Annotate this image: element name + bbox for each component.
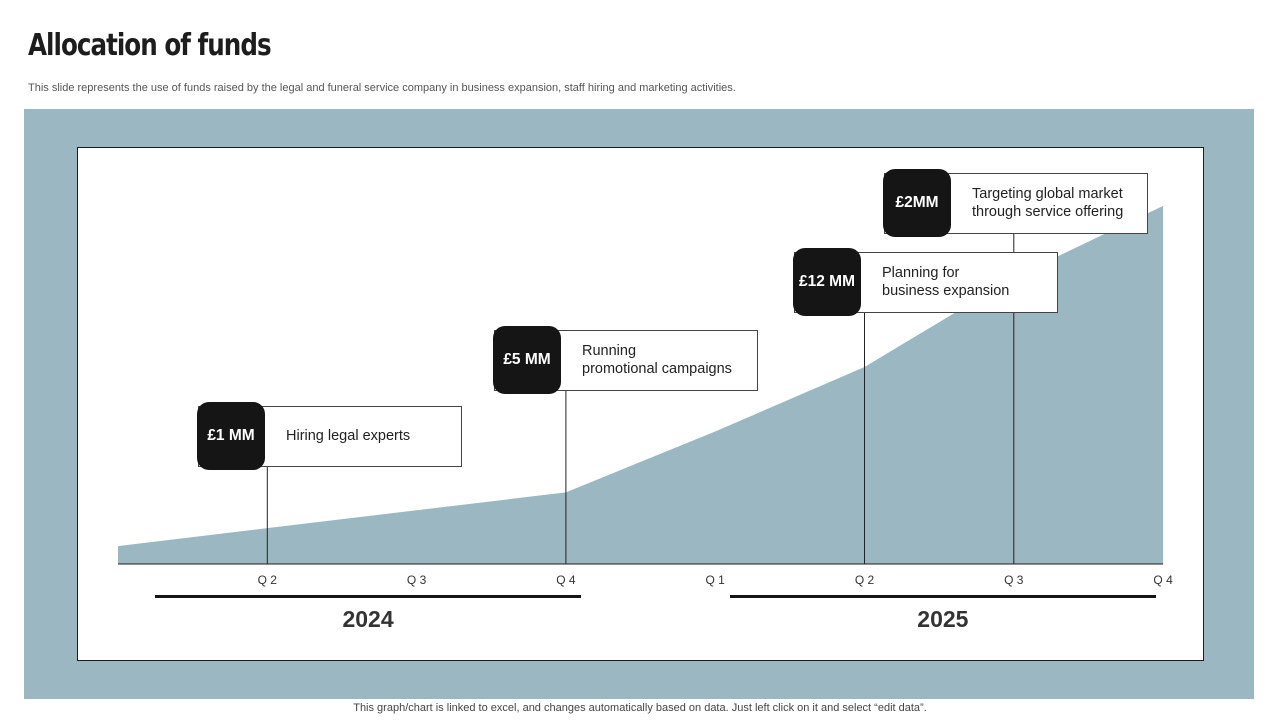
x-tick-label: Q 3 — [1004, 573, 1024, 587]
x-tick-label: Q 4 — [1153, 573, 1173, 587]
x-tick-label: Q 1 — [705, 573, 725, 587]
x-tick-label: Q 3 — [406, 573, 427, 587]
year-divider-line — [730, 595, 1156, 598]
chart-frame[interactable]: Q 2 Q 3 Q 4 Q 1 Q 2 Q 3 Q 4 2024 2025 Hiring lega… — [77, 147, 1204, 661]
page-subtitle: This slide represents the use of funds r… — [28, 82, 736, 94]
annotation-value-badge: £5 MM — [493, 326, 561, 394]
year-label: 2025 — [917, 606, 969, 632]
x-tick-label: Q 2 — [257, 573, 277, 587]
footer-note: This graph/chart is linked to excel, and… — [353, 702, 927, 714]
annotation-text: Planning for business expansion — [882, 265, 1010, 299]
annotation-text: Hiring legal experts — [286, 428, 411, 444]
x-tick-label: Q 4 — [556, 573, 576, 587]
year-label: 2024 — [342, 606, 394, 632]
annotation-value-badge: £12 MM — [793, 248, 861, 316]
year-divider-line — [155, 595, 581, 598]
area-chart[interactable] — [78, 148, 1203, 660]
page-title: Allocation of funds — [28, 28, 272, 63]
annotation-value-badge: £1 MM — [197, 402, 265, 470]
annotation-text: Targeting global market through service … — [972, 186, 1124, 220]
funds-area[interactable] — [118, 205, 1164, 564]
x-tick-label: Q 2 — [854, 573, 875, 587]
annotation-text: Running promotional campaigns — [582, 343, 732, 377]
annotation-value-badge: £2MM — [883, 169, 951, 237]
